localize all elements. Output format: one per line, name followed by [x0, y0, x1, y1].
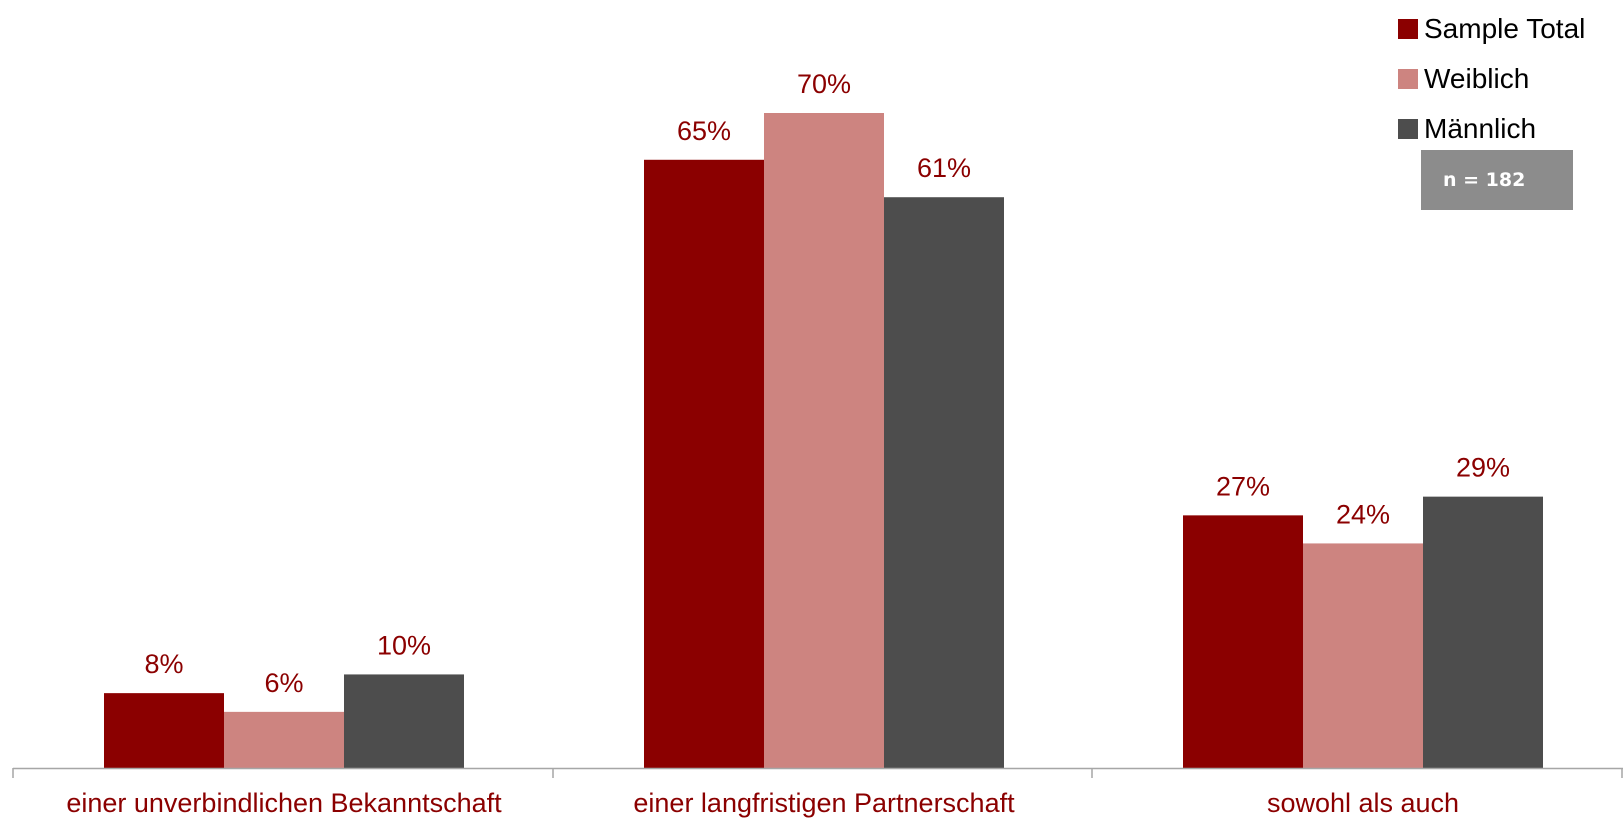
legend-item-maennlich: Männlich: [1398, 104, 1585, 154]
bar-sample-total-2: [644, 159, 764, 769]
category-labels-group: einer unverbindlichen Bekanntschaft einer…: [66, 788, 1459, 818]
value-label-maennlich-1: 10%: [377, 630, 431, 660]
legend-label: Weiblich: [1424, 63, 1530, 94]
bar-weiblich-3: [1303, 543, 1423, 768]
value-label-maennlich-2: 61%: [917, 153, 971, 183]
value-label-weiblich-1: 6%: [264, 668, 303, 698]
bar-sample-total-3: [1183, 515, 1303, 768]
sample-size-badge: n = 182: [1421, 150, 1573, 210]
bar-maennlich-2: [884, 197, 1004, 768]
bar-weiblich-2: [764, 113, 884, 768]
legend-item-weiblich: Weiblich: [1398, 54, 1585, 104]
category-label-2: einer langfristigen Partnerschaft: [633, 788, 1015, 818]
value-label-sample-total-3: 27%: [1216, 471, 1270, 501]
category-label-1: einer unverbindlichen Bekanntschaft: [66, 788, 502, 818]
bar-weiblich-1: [224, 711, 344, 768]
value-label-weiblich-2: 70%: [797, 69, 851, 99]
x-axis: [12, 767, 1623, 778]
bars-group: [104, 113, 1543, 769]
value-label-maennlich-3: 29%: [1456, 453, 1510, 483]
legend-swatch-maennlich: [1398, 119, 1418, 139]
bar-maennlich-1: [344, 674, 464, 768]
legend-label: Sample Total: [1424, 13, 1586, 44]
category-label-3: sowohl als auch: [1267, 788, 1459, 818]
legend: Sample Total Weiblich Männlich: [1398, 4, 1585, 154]
legend-item-sample-total: Sample Total: [1398, 4, 1585, 54]
value-label-sample-total-1: 8%: [144, 649, 183, 679]
legend-swatch-weiblich: [1398, 69, 1418, 89]
legend-swatch-sample-total: [1398, 19, 1418, 39]
value-labels-group: 8% 6% 10% 65% 70% 61% 27% 24% 29%: [144, 69, 1510, 698]
bar-maennlich-3: [1423, 496, 1543, 768]
bar-sample-total-1: [104, 693, 224, 768]
value-label-sample-total-2: 65%: [677, 116, 731, 146]
value-label-weiblich-3: 24%: [1336, 499, 1390, 529]
legend-label: Männlich: [1424, 113, 1537, 144]
